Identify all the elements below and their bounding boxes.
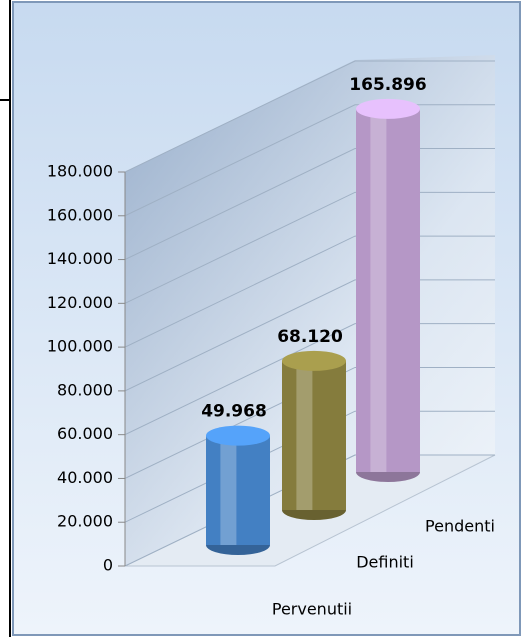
y-tick-label: 20.000 <box>57 512 113 531</box>
cylinder <box>206 425 270 555</box>
grid-line <box>124 454 495 567</box>
grid-line <box>124 191 495 304</box>
grid-line <box>124 366 495 479</box>
x-tick-label: Pervenutii <box>272 600 352 619</box>
value-label: 165.896 <box>349 75 426 95</box>
x-tick-label: Pendenti <box>425 517 495 536</box>
grid-line <box>124 104 495 217</box>
bar-shine <box>370 108 387 473</box>
grid-line <box>124 235 495 348</box>
grid-line <box>124 148 495 261</box>
left-table-edge <box>0 0 12 637</box>
y-tick-label: 120.000 <box>47 293 113 312</box>
y-tick-label: 140.000 <box>47 249 113 268</box>
bar-shine <box>296 360 313 510</box>
grid-line <box>124 410 495 523</box>
value-label: 49.968 <box>201 402 267 422</box>
bar-top <box>206 425 270 446</box>
cylinder <box>356 98 420 482</box>
bar <box>356 108 420 473</box>
x-tick-label: Definiti <box>356 553 414 572</box>
value-label: 68.120 <box>277 327 343 347</box>
bar-top <box>282 350 346 371</box>
grid-line <box>124 60 495 173</box>
cylinder <box>282 350 346 520</box>
bar <box>206 435 270 545</box>
y-tick-label: 0 <box>103 556 113 575</box>
bar-shine <box>220 435 237 545</box>
grid-line <box>124 323 495 436</box>
bar <box>282 360 346 510</box>
y-tick-label: 80.000 <box>57 380 113 399</box>
y-tick-label: 40.000 <box>57 468 113 487</box>
grid-line <box>124 279 495 392</box>
y-tick-label: 180.000 <box>47 162 113 181</box>
y-tick-label: 100.000 <box>47 337 113 356</box>
y-tick-label: 60.000 <box>57 424 113 443</box>
y-tick-label: 160.000 <box>47 205 113 224</box>
bar-top <box>356 98 420 119</box>
